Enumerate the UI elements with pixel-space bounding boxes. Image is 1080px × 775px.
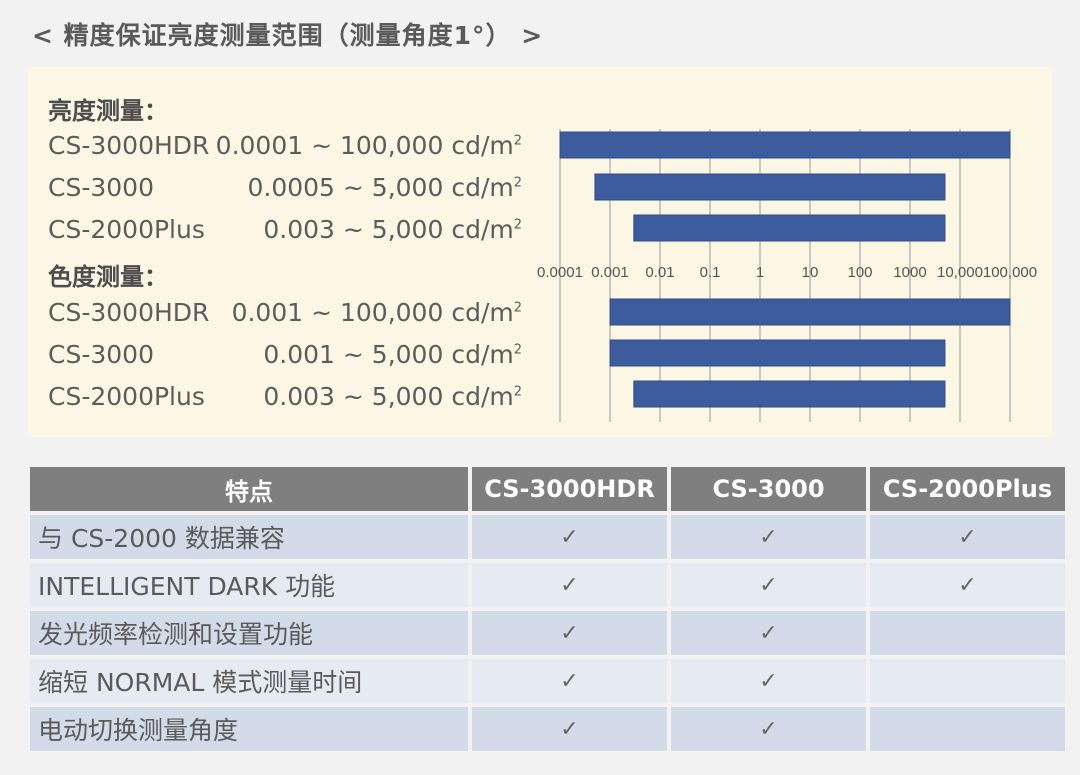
check-icon: ✓ [560,716,579,742]
x-tick-label: 0.1 [700,264,721,281]
range-bar [633,214,946,242]
check-icon: ✓ [958,524,977,550]
range-bar [633,380,946,408]
feature-cell: 电动切换测量角度 [30,707,468,751]
x-tick-label: 1000 [893,264,926,281]
check-cell: ✓ [671,563,866,607]
check-cell: ✓ [870,515,1065,559]
chromaticity-range-1: 0.001 ~ 100,000 cd/m2 [231,298,522,327]
x-tick-label: 100,000 [983,264,1037,281]
range-bar [559,131,1011,159]
check-icon: ✓ [560,668,579,694]
check-cell: ✓ [472,659,667,703]
x-tick-label: 10 [802,264,819,281]
check-cell [870,707,1065,751]
check-cell: ✓ [472,707,667,751]
feature-cell: 缩短 NORMAL 模式测量时间 [30,659,468,703]
chromaticity-heading: 色度测量： [48,263,168,291]
x-tick-label: 0.01 [645,264,674,281]
check-icon: ✓ [560,572,579,598]
check-cell: ✓ [671,707,866,751]
luminance-range-1: 0.0001 ~ 100,000 cd/m2 [215,131,522,160]
luminance-range-3: 0.003 ~ 5,000 cd/m2 [263,215,522,244]
check-cell: ✓ [671,659,866,703]
check-cell: ✓ [472,611,667,655]
check-cell: ✓ [671,611,866,655]
header-model: CS-3000HDR [472,467,667,511]
range-chart: 0.0001 0.001 0.01 0.1 1 10 100 1000 10,000 100,00… [537,129,1037,422]
x-tick-label: 0.0001 [537,264,583,281]
range-panel: 亮度测量： CS-3000HDR 0.0001 ~ 100,000 cd/m2 … [28,67,1052,437]
x-tick-label: 100 [847,264,872,281]
header-model: CS-3000 [671,467,866,511]
luminance-range-2: 0.0005 ~ 5,000 cd/m2 [247,173,522,202]
chromaticity-range-3: 0.003 ~ 5,000 cd/m2 [263,382,522,411]
check-icon: ✓ [759,716,778,742]
check-cell [870,611,1065,655]
chromaticity-model-2: CS-3000 [48,340,154,369]
x-tick-label: 10,000 [937,264,983,281]
range-bar [594,173,946,201]
check-icon: ✓ [759,620,778,646]
check-icon: ✓ [560,524,579,550]
check-icon: ✓ [759,524,778,550]
check-cell [870,659,1065,703]
check-cell: ✓ [472,515,667,559]
range-bar [609,339,946,367]
check-cell: ✓ [671,515,866,559]
header-model: CS-2000Plus [870,467,1065,511]
feature-table: 特点 CS-3000HDR CS-3000 CS-2000Plus 与 CS-2000 … [30,467,1065,751]
chromaticity-range-2: 0.001 ~ 5,000 cd/m2 [263,340,522,369]
check-icon: ✓ [759,668,778,694]
luminance-model-2: CS-3000 [48,173,154,202]
check-icon: ✓ [560,620,579,646]
x-tick-label: 1 [756,264,764,281]
page-title: < 精度保证亮度测量范围（测量角度1°） > [32,21,544,50]
feature-cell: 与 CS-2000 数据兼容 [30,515,468,559]
luminance-model-3: CS-2000Plus [48,215,205,244]
chromaticity-model-3: CS-2000Plus [48,382,205,411]
feature-cell: 发光频率检测和设置功能 [30,611,468,655]
range-bar [609,298,1011,326]
check-icon: ✓ [759,572,778,598]
header-feature: 特点 [30,467,468,511]
check-cell: ✓ [472,563,667,607]
check-cell: ✓ [870,563,1065,607]
chromaticity-model-1: CS-3000HDR [48,298,210,327]
x-tick-label: 0.001 [591,264,629,281]
luminance-model-1: CS-3000HDR [48,131,210,160]
feature-cell: INTELLIGENT DARK 功能 [30,563,468,607]
check-icon: ✓ [958,572,977,598]
luminance-heading: 亮度测量： [48,97,168,125]
